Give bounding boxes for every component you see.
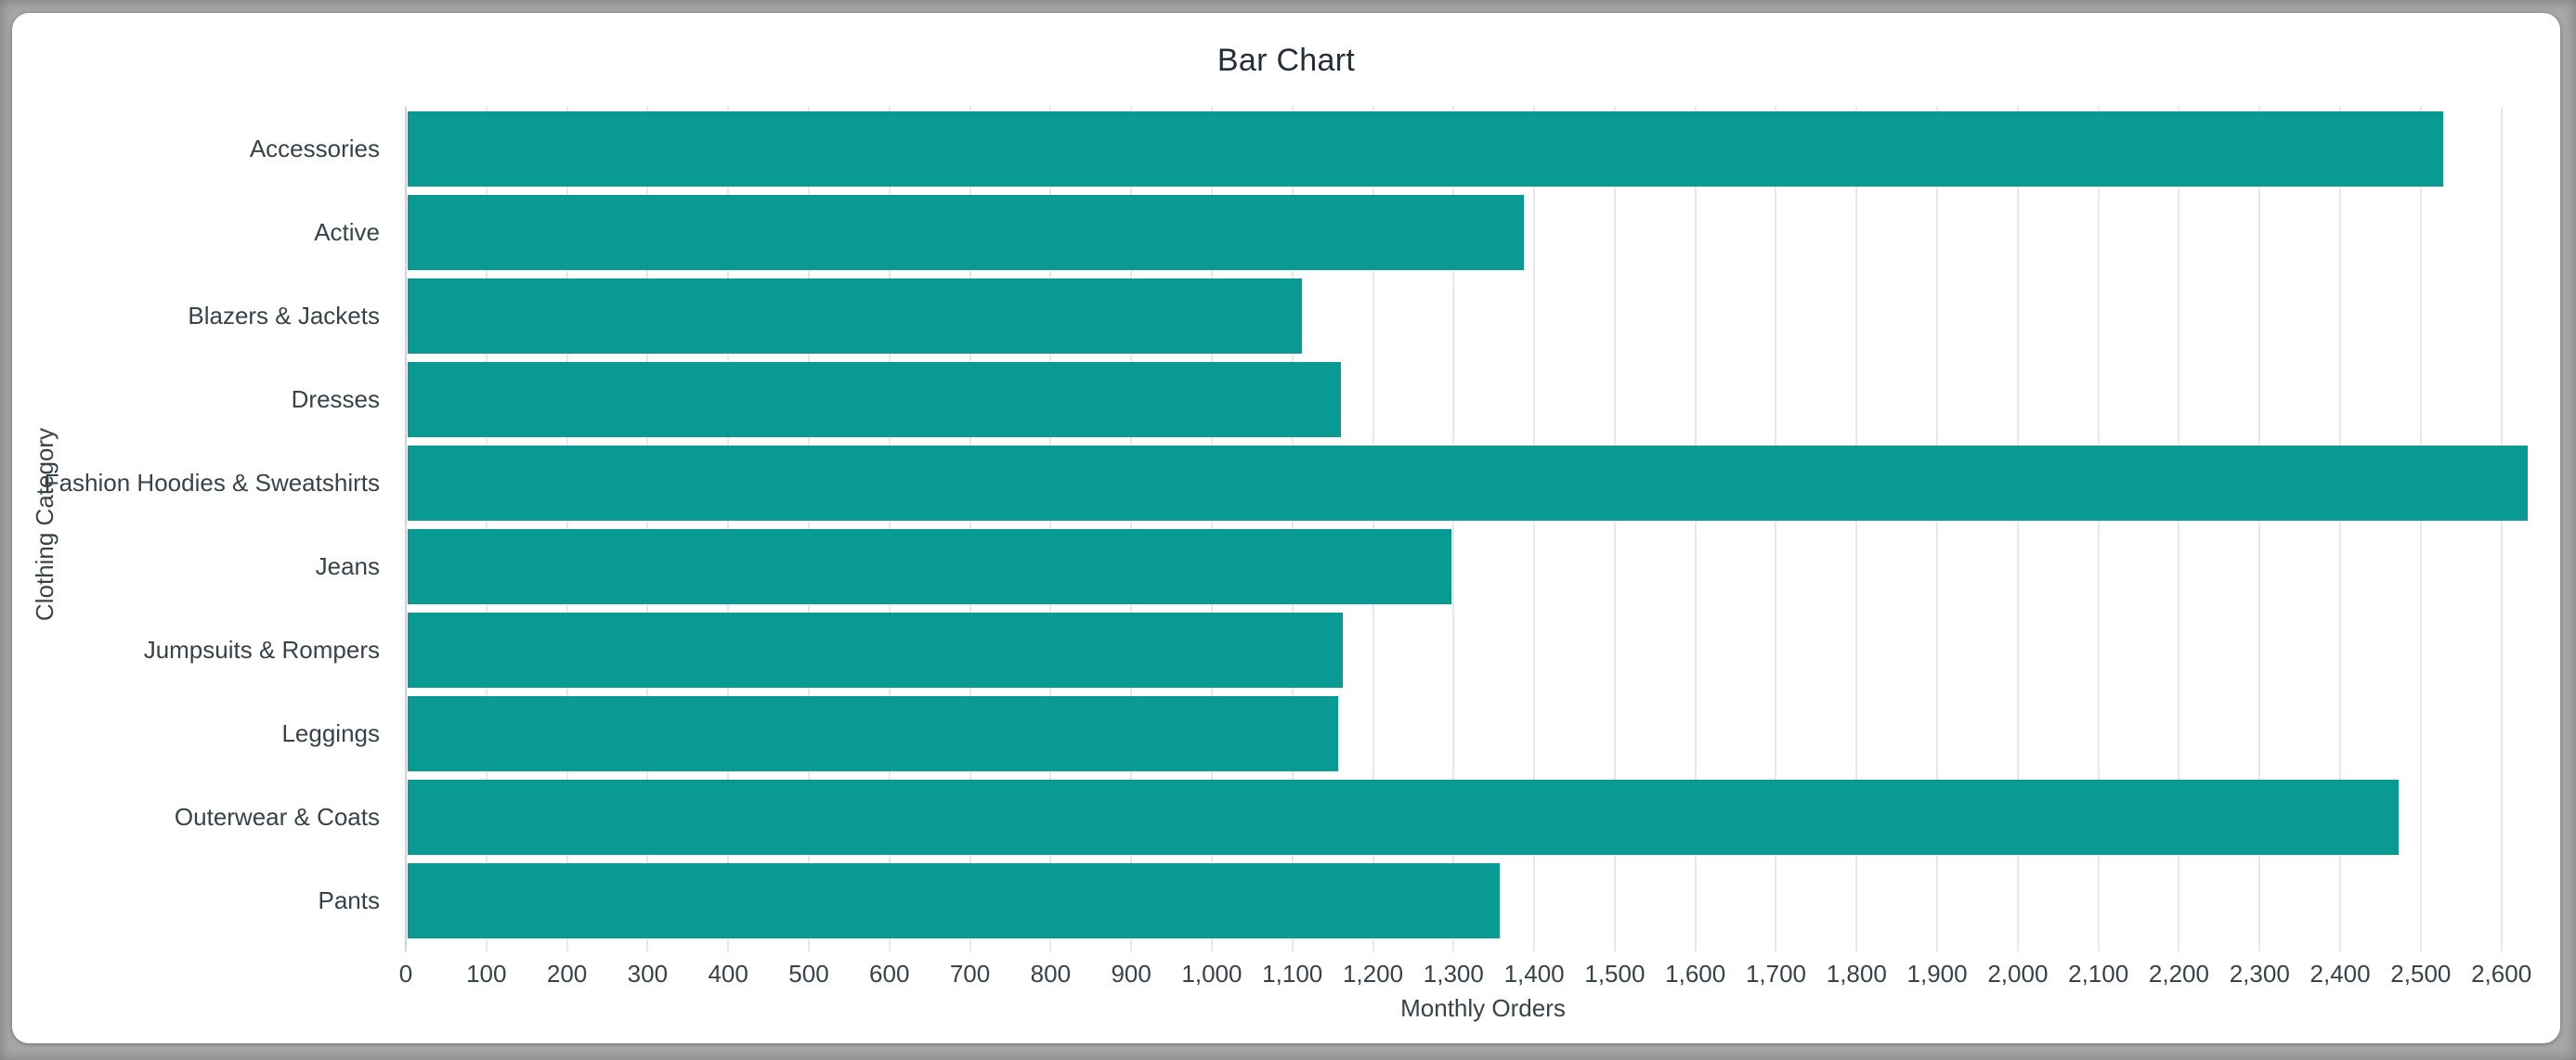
- y-category-label: Fashion Hoodies & Sweatshirts: [44, 469, 380, 497]
- x-tick-label: 0: [398, 960, 413, 988]
- x-tick-label: 2,300: [2229, 960, 2290, 988]
- x-axis-title: Monthly Orders: [1400, 994, 1566, 1022]
- gridline: [2339, 107, 2342, 951]
- y-category-label: Jeans: [315, 552, 380, 580]
- x-tick-label: 800: [1030, 960, 1072, 988]
- bar[interactable]: [408, 695, 1339, 771]
- x-tick-label: 1,800: [1826, 960, 1887, 988]
- x-tick-label: 2,200: [2148, 960, 2209, 988]
- bar[interactable]: [408, 779, 2399, 855]
- chart-title: Bar Chart: [1216, 43, 1356, 78]
- x-tick-label: 900: [1111, 960, 1151, 988]
- x-tick-label: 1,300: [1423, 960, 1484, 988]
- gridline: [2258, 107, 2261, 951]
- x-tick-label: 2,000: [1987, 960, 2049, 988]
- x-tick-label: 1,600: [1665, 960, 1726, 988]
- x-tick-label: 700: [949, 960, 991, 988]
- y-category-label: Leggings: [281, 719, 380, 747]
- x-tick-label: 400: [708, 960, 748, 988]
- gridline: [1533, 107, 1536, 951]
- x-tick-label: 1,200: [1342, 960, 1404, 988]
- gridline: [1694, 107, 1697, 951]
- gridline: [1855, 107, 1858, 951]
- gridline: [2178, 107, 2180, 951]
- bar[interactable]: [408, 612, 1343, 688]
- x-tick-label: 2,500: [2390, 960, 2452, 988]
- x-tick-label: 1,500: [1584, 960, 1646, 988]
- x-tick-label: 2,600: [2471, 960, 2532, 988]
- x-tick-label: 1,400: [1503, 960, 1565, 988]
- bar[interactable]: [408, 361, 1342, 437]
- x-tick-label: 2,100: [2068, 960, 2129, 988]
- y-category-label: Outerwear & Coats: [174, 803, 380, 831]
- bar[interactable]: [408, 194, 1525, 270]
- gridline: [1936, 107, 1939, 951]
- bar[interactable]: [408, 528, 1451, 604]
- y-category-label: Jumpsuits & Rompers: [143, 636, 380, 664]
- plot-area: [405, 107, 2560, 951]
- gridline: [2097, 107, 2100, 951]
- y-category-label: Active: [314, 218, 380, 246]
- x-tick-label: 1,000: [1181, 960, 1242, 988]
- bar[interactable]: [408, 278, 1303, 354]
- gridline: [1613, 107, 1616, 951]
- bar[interactable]: [408, 110, 2443, 187]
- x-tick-label: 1,900: [1906, 960, 1968, 988]
- y-category-label: Accessories: [249, 135, 380, 162]
- chart-card: Bar Chart Clothing Category Accessories A…: [12, 13, 2560, 1043]
- bar[interactable]: [408, 445, 2528, 521]
- y-category-label: Pants: [318, 886, 381, 914]
- x-tick-label: 300: [627, 960, 669, 988]
- y-axis-line: [405, 107, 407, 951]
- y-axis-title: Clothing Category: [31, 427, 59, 622]
- x-tick-label: 100: [466, 960, 507, 988]
- gridline: [1775, 107, 1777, 951]
- y-category-label: Blazers & Jackets: [188, 302, 380, 330]
- x-tick-label: 200: [546, 960, 588, 988]
- bar[interactable]: [408, 862, 1501, 938]
- gridline: [2016, 107, 2019, 951]
- x-tick-label: 2,400: [2309, 960, 2371, 988]
- x-tick-label: 500: [788, 960, 829, 988]
- gridline: [1452, 107, 1455, 951]
- x-tick-label: 1,700: [1745, 960, 1807, 988]
- gridline: [2500, 107, 2503, 951]
- x-tick-label: 1,100: [1262, 960, 1323, 988]
- gridline: [2419, 107, 2422, 951]
- y-category-label: Dresses: [291, 385, 380, 413]
- x-tick-label: 600: [869, 960, 910, 988]
